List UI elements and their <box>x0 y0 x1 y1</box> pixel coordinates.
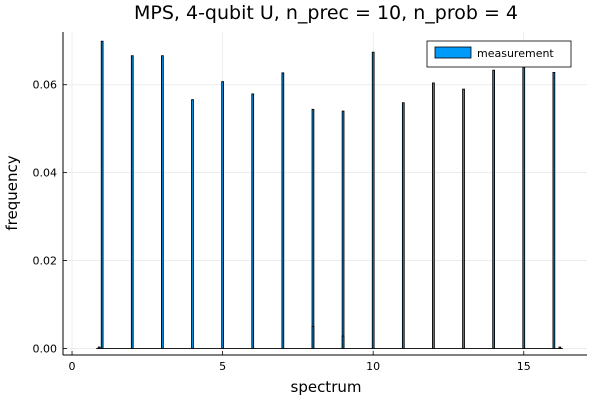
axes <box>62 32 587 356</box>
bar-0-13 <box>492 69 495 349</box>
bar-0-6 <box>281 72 285 349</box>
bar-0-14 <box>522 54 526 349</box>
chart-title: MPS, 4-qubit U, n_prec = 10, n_prob = 4 <box>134 2 518 24</box>
x-tick-label-2: 10 <box>366 360 380 373</box>
legend-swatch <box>434 46 472 59</box>
legend: measurement <box>426 40 572 68</box>
bar-0-9 <box>371 51 375 349</box>
bar-0-0 <box>100 40 104 349</box>
y-tick-label-0: 0.00 <box>33 342 58 355</box>
y-tick-label-3: 0.06 <box>33 79 58 92</box>
y-tick-label-2: 0.04 <box>33 167 58 180</box>
bar-0-4 <box>221 81 224 349</box>
bar-1-1 <box>341 335 345 349</box>
bar-1-0 <box>311 325 315 349</box>
bar-0-5 <box>251 93 255 349</box>
tick-labels: 0 5 10 15 0.00 0.02 0.04 0.06 <box>33 79 531 373</box>
bar-0-11 <box>432 82 435 349</box>
bar-1-2 <box>97 346 101 349</box>
bar-0-15 <box>552 71 556 349</box>
bar-0-8 <box>341 110 345 349</box>
bar-0-2 <box>161 55 164 349</box>
bar-0-10 <box>401 102 405 349</box>
x-tick-label-1: 5 <box>219 360 226 373</box>
bar-0-7 <box>311 108 315 349</box>
x-tick-label-0: 0 <box>69 360 76 373</box>
x-axis-label: spectrum <box>291 378 362 396</box>
bar-0-12 <box>462 88 465 349</box>
bar-0-3 <box>191 99 194 349</box>
bar-0-1 <box>130 55 134 349</box>
bars <box>96 40 563 349</box>
legend-label: measurement <box>477 47 554 60</box>
x-tick-label-3: 15 <box>517 360 531 373</box>
grid <box>63 32 587 355</box>
bar-1-3 <box>558 346 562 349</box>
y-axis-label: frequency <box>3 155 21 230</box>
y-tick-label-1: 0.02 <box>33 255 58 268</box>
